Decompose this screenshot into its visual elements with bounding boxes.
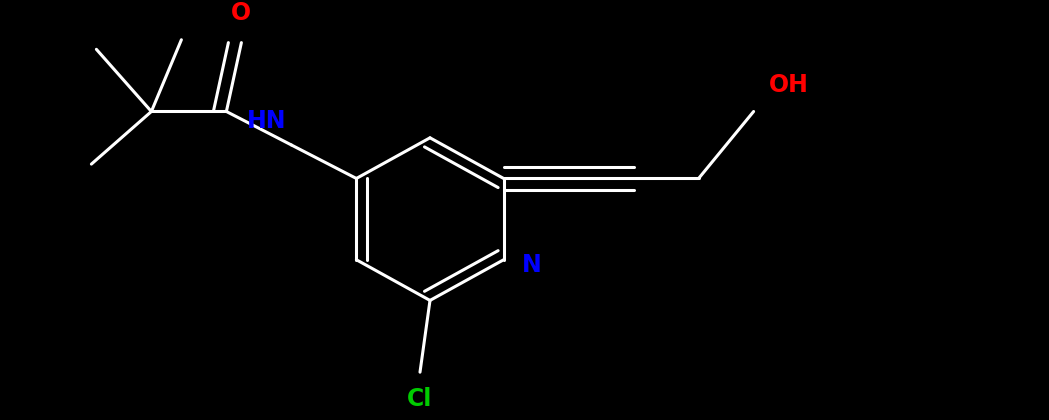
Text: O: O bbox=[232, 1, 252, 25]
Text: HN: HN bbox=[247, 110, 286, 134]
Text: OH: OH bbox=[769, 73, 809, 97]
Text: N: N bbox=[521, 252, 541, 276]
Text: Cl: Cl bbox=[407, 386, 432, 410]
